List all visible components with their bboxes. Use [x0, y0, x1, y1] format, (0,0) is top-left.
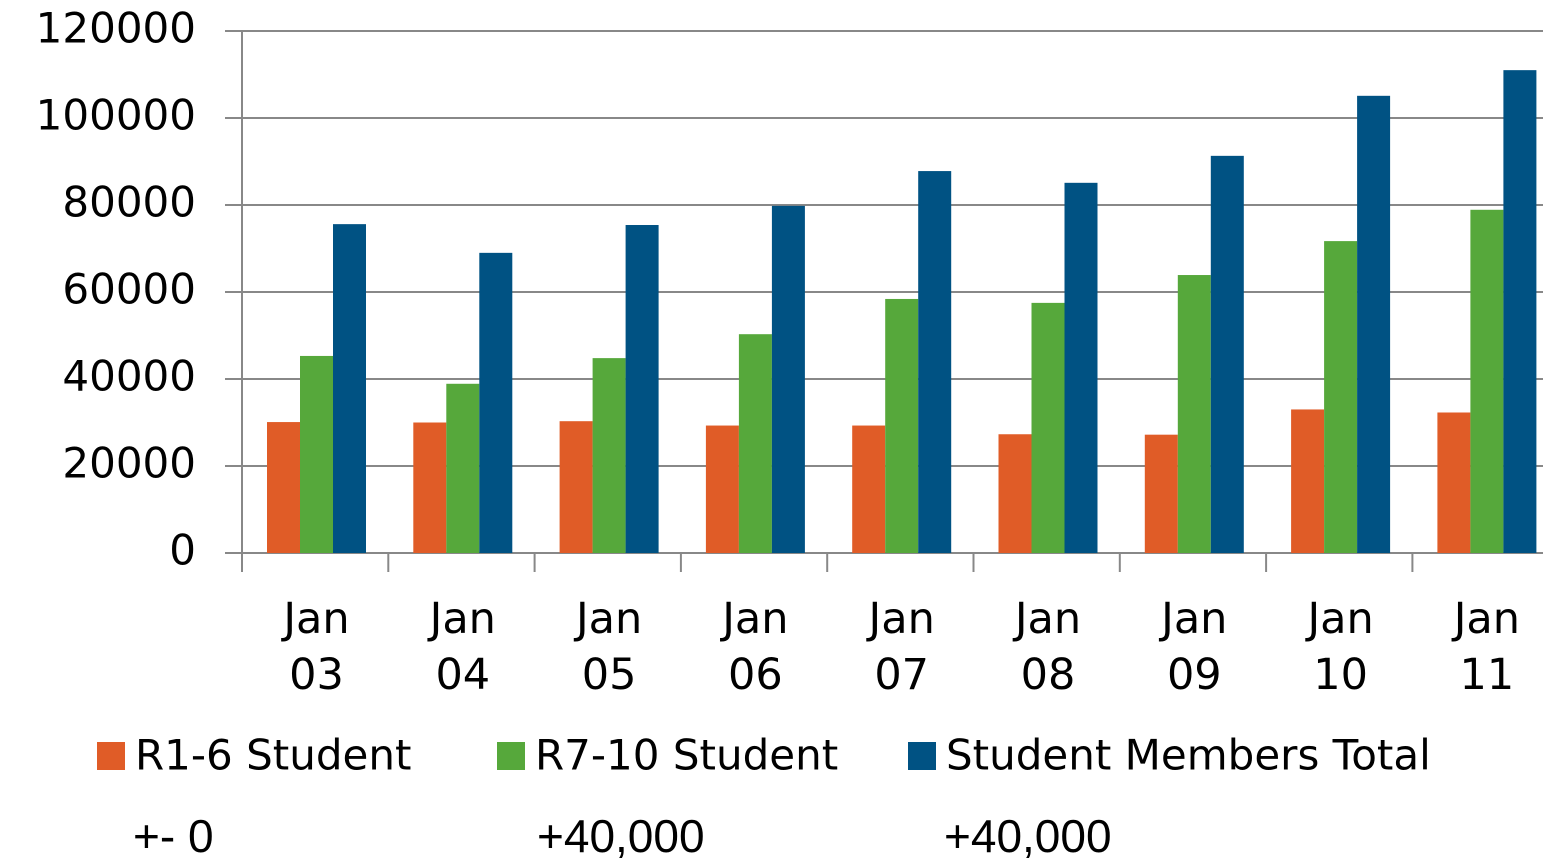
bar [1177, 275, 1211, 553]
y-tick-label: 20000 [62, 439, 196, 488]
x-tick-label: Jan 09 [1161, 594, 1228, 700]
bar [705, 425, 739, 553]
x-tick-label: Jan 11 [1453, 594, 1521, 700]
x-tick-label: Jan 05 [575, 594, 643, 700]
legend-label: R7-10 Student [535, 731, 838, 780]
bar [625, 225, 659, 553]
y-tick-label: 40000 [62, 352, 196, 401]
bar [446, 383, 480, 553]
bar [1357, 95, 1391, 553]
bar [1503, 70, 1537, 554]
x-tick-label: Jan 07 [868, 594, 935, 700]
bar [413, 422, 447, 553]
y-tick-label: 0 [169, 526, 196, 575]
legend-swatch [497, 742, 525, 770]
bar [1324, 241, 1358, 554]
y-tick-label: 60000 [62, 265, 196, 314]
bar [333, 224, 366, 553]
bar [267, 422, 300, 553]
y-tick-label: 120000 [36, 4, 196, 53]
annotation: +40,000 [944, 810, 1112, 862]
y-tick-label: 100000 [36, 91, 196, 140]
legend-label: Student Members Total [946, 731, 1431, 780]
bar [852, 425, 886, 553]
bar [738, 334, 772, 553]
bar [1031, 302, 1065, 553]
bar [885, 298, 919, 553]
bar [1144, 434, 1178, 553]
legend-swatch [97, 742, 125, 770]
bar [592, 358, 626, 553]
bar [918, 171, 952, 553]
x-tick-label: Jan 08 [1014, 594, 1082, 700]
x-tick-label: Jan 04 [429, 594, 496, 700]
legend-label: R1-6 Student [135, 731, 411, 780]
bar [1470, 209, 1504, 553]
bar [1291, 409, 1325, 553]
bar [300, 355, 333, 553]
annotation: +- 0 [133, 810, 214, 862]
annotation: +40,000 [537, 810, 705, 862]
bar [559, 421, 593, 553]
bar [1437, 412, 1471, 553]
y-tick-label: 80000 [62, 178, 196, 227]
bar [479, 252, 513, 553]
bar [998, 434, 1032, 553]
bar [771, 205, 805, 553]
x-tick-label: Jan 10 [1307, 594, 1374, 700]
bar [1210, 155, 1244, 553]
x-tick-label: Jan 03 [283, 594, 350, 700]
x-tick-label: Jan 06 [722, 594, 789, 700]
bar [1064, 182, 1098, 553]
legend-swatch [908, 742, 936, 770]
